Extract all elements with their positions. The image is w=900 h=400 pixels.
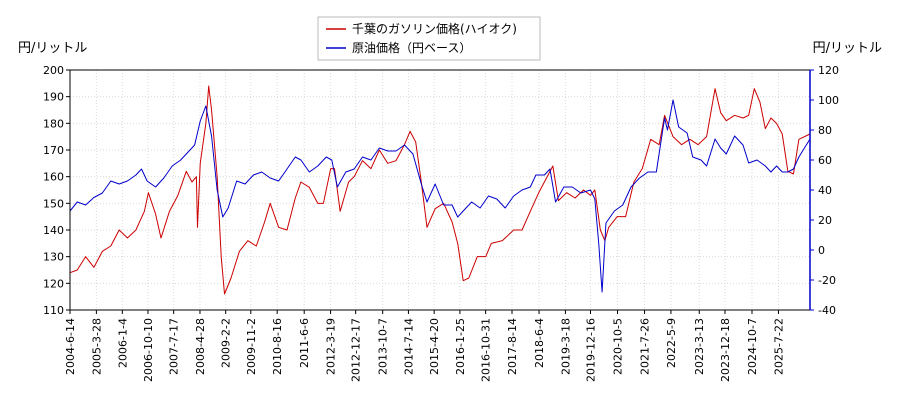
- y-left-tick-label: 110: [43, 304, 64, 317]
- x-tick-label: 2020-10-5: [612, 318, 625, 375]
- y-right-tick-label: -40: [818, 304, 836, 317]
- y-left-tick-label: 180: [43, 117, 64, 130]
- x-tick-label: 2025-7-22: [772, 318, 785, 375]
- legend-label-crude-oil: 原油価格（円ベース）: [352, 40, 471, 55]
- x-axis: 2004-6-14 2005-3-28 2006-1-4 2006-10-10 2007…: [64, 310, 785, 382]
- x-tick-label: 2019-12-16: [585, 318, 598, 382]
- series-layer: [69, 85, 811, 295]
- gasoline-price-line: [69, 85, 811, 295]
- y-right-tick-label: 40: [818, 184, 832, 197]
- y-left-tick-label: 120: [43, 277, 64, 290]
- x-tick-label: 2005-3-28: [90, 318, 103, 375]
- y-right-tick-label: 100: [818, 94, 839, 107]
- y-left-tick-label: 200: [43, 64, 64, 77]
- x-tick-label: 2011-6-6: [298, 318, 311, 368]
- y-right-tick-label: 20: [818, 214, 832, 227]
- y-right-tick-label: 80: [818, 124, 832, 137]
- x-tick-label: 2016-1-25: [454, 318, 467, 375]
- x-tick-label: 2009-2-2: [220, 318, 233, 368]
- x-tick-label: 2008-4-28: [194, 318, 207, 375]
- x-tick-label: 2015-4-20: [428, 318, 441, 375]
- x-tick-label: 2014-7-14: [402, 318, 415, 375]
- x-tick-label: 2019-3-18: [559, 318, 572, 375]
- legend: 千葉のガソリン価格(ハイオク) 原油価格（円ベース）: [317, 16, 541, 61]
- y-left-axis-title: 円/リットル: [18, 41, 87, 56]
- x-tick-label: 2009-11-2: [245, 318, 258, 375]
- x-tick-label: 2021-7-26: [639, 318, 652, 375]
- y-right-tick-label: 120: [818, 64, 839, 77]
- x-tick-label: 2013-10-7: [377, 318, 390, 375]
- x-tick-label: 2004-6-14: [64, 318, 77, 375]
- y-left-tick-label: 150: [43, 197, 64, 210]
- y-right-tick-label: 60: [818, 154, 832, 167]
- legend-label-gasoline: 千葉のガソリン価格(ハイオク): [352, 21, 517, 36]
- legend-box: [317, 16, 541, 61]
- gridlines: [69, 69, 810, 311]
- y-left-tick-label: 170: [43, 144, 64, 157]
- x-tick-label: 2016-10-31: [480, 318, 493, 382]
- x-tick-label: 2017-8-14: [506, 318, 519, 375]
- x-tick-label: 2012-3-19: [325, 318, 338, 375]
- y-right-axis-title: 円/リットル: [813, 41, 882, 56]
- x-tick-label: 2018-6-4: [533, 318, 546, 368]
- x-tick-label: 2023-3-13: [693, 318, 706, 375]
- x-tick-label: 2006-1-4: [116, 318, 129, 368]
- x-tick-label: 2006-10-10: [142, 318, 155, 382]
- x-tick-label: 2023-12-18: [719, 318, 732, 382]
- y-left-tick-label: 130: [43, 251, 64, 264]
- y-left-tick-label: 160: [43, 171, 64, 184]
- y-left-tick-label: 140: [43, 224, 64, 237]
- x-tick-label: 2007-7-17: [168, 318, 181, 375]
- y-left-axis: 110 120 130 140 150 160 170 180 190 200: [43, 64, 70, 317]
- x-tick-label: 2024-10-7: [746, 318, 759, 375]
- crude-oil-price-line: [69, 99, 811, 293]
- y-right-axis: -40 -20 0 20 40 60 80 100 120: [809, 64, 839, 317]
- y-right-tick-label: 0: [818, 244, 825, 257]
- x-tick-label: 2022-5-9: [665, 318, 678, 368]
- y-left-tick-label: 190: [43, 91, 64, 104]
- y-right-tick-label: -20: [818, 274, 836, 287]
- x-tick-label: 2012-12-17: [350, 318, 363, 382]
- x-tick-label: 2010-8-16: [271, 318, 284, 375]
